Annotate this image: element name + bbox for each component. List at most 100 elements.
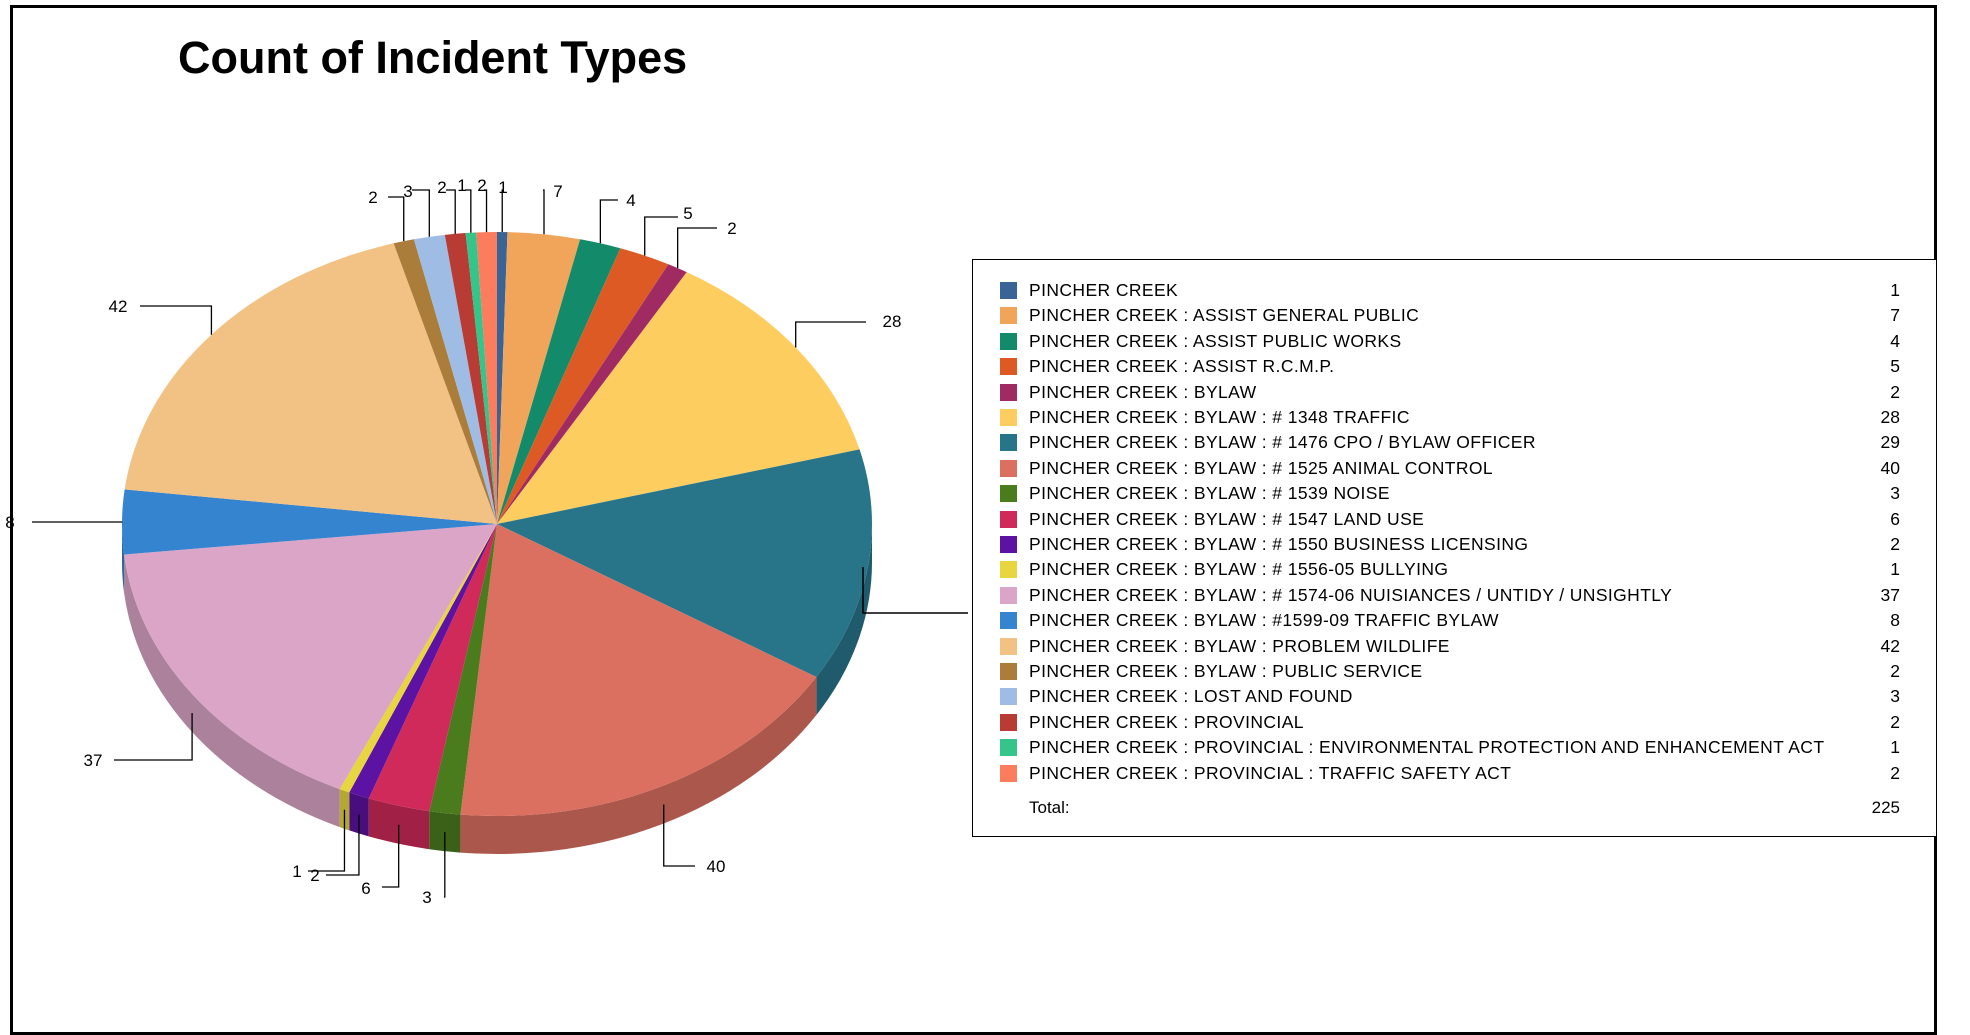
legend-item: PINCHER CREEK : ASSIST R.C.M.P. 5	[973, 354, 1936, 379]
data-label-14: 42	[109, 297, 128, 316]
legend-label: PINCHER CREEK : PROVINCIAL : ENVIRONMENT…	[1029, 735, 1824, 760]
legend-item: PINCHER CREEK : BYLAW : # 1556-05 BULLYI…	[973, 557, 1936, 582]
data-label-9: 6	[361, 879, 370, 898]
legend-swatch	[1000, 612, 1017, 629]
data-label-8: 3	[422, 888, 431, 907]
leader-line-4	[678, 228, 717, 268]
legend-value: 2	[1890, 659, 1900, 684]
legend-swatch	[1000, 333, 1017, 350]
legend-value: 7	[1890, 303, 1900, 328]
legend-item: PINCHER CREEK : BYLAW : # 1574-06 NUISIA…	[973, 583, 1936, 608]
legend-label: PINCHER CREEK : PROVINCIAL : TRAFFIC SAF…	[1029, 761, 1511, 786]
legend-swatch	[1000, 282, 1017, 299]
legend-swatch	[1000, 485, 1017, 502]
data-label-19: 2	[477, 176, 486, 195]
legend-label: PINCHER CREEK : ASSIST R.C.M.P.	[1029, 354, 1334, 379]
legend-item: PINCHER CREEK : BYLAW : # 1547 LAND USE 6	[973, 507, 1936, 532]
data-label-11: 1	[292, 862, 301, 881]
legend-value: 5	[1890, 354, 1900, 379]
legend-swatch	[1000, 536, 1017, 553]
pie-top	[122, 232, 872, 816]
legend-label: PINCHER CREEK : BYLAW : # 1525 ANIMAL CO…	[1029, 456, 1493, 481]
legend-label: PINCHER CREEK : BYLAW : # 1476 CPO / BYL…	[1029, 430, 1536, 455]
data-label-16: 3	[403, 182, 412, 201]
legend-item: PINCHER CREEK : BYLAW : # 1550 BUSINESS …	[973, 532, 1936, 557]
data-label-3: 5	[683, 204, 692, 223]
legend-item: PINCHER CREEK : LOST AND FOUND 3	[973, 684, 1936, 709]
legend-value: 2	[1890, 710, 1900, 735]
legend-swatch	[1000, 688, 1017, 705]
data-label-10: 2	[310, 866, 319, 885]
legend-value: 2	[1890, 761, 1900, 786]
data-label-7: 40	[707, 857, 726, 876]
legend-label: PINCHER CREEK : BYLAW : PROBLEM WILDLIFE	[1029, 634, 1450, 659]
legend-label: PINCHER CREEK : BYLAW : # 1539 NOISE	[1029, 481, 1390, 506]
legend-swatch	[1000, 307, 1017, 324]
leader-line-2	[600, 200, 618, 243]
legend-value: 6	[1890, 507, 1900, 532]
leader-line-3	[645, 217, 678, 256]
legend-swatch	[1000, 765, 1017, 782]
data-label-5: 28	[883, 312, 902, 331]
legend-total-value: 225	[1872, 795, 1900, 820]
legend-connector	[863, 567, 968, 613]
legend-swatch	[1000, 587, 1017, 604]
legend-value: 4	[1890, 329, 1900, 354]
legend-value: 40	[1881, 456, 1900, 481]
legend-item: PINCHER CREEK : BYLAW : PUBLIC SERVICE 2	[973, 659, 1936, 684]
legend-value: 29	[1881, 430, 1900, 455]
legend-item: PINCHER CREEK : BYLAW : PROBLEM WILDLIFE…	[973, 634, 1936, 659]
legend-item: PINCHER CREEK : BYLAW : # 1476 CPO / BYL…	[973, 430, 1936, 455]
legend-item: PINCHER CREEK 1	[973, 278, 1936, 303]
leader-line-19	[484, 190, 487, 232]
legend-value: 3	[1890, 684, 1900, 709]
legend-value: 8	[1890, 608, 1900, 633]
data-label-4: 2	[727, 219, 736, 238]
legend-swatch	[1000, 638, 1017, 655]
legend-label: PINCHER CREEK : BYLAW : # 1556-05 BULLYI…	[1029, 557, 1448, 582]
legend-swatch	[1000, 511, 1017, 528]
data-label-13: 8	[5, 513, 14, 532]
legend-item: PINCHER CREEK : ASSIST GENERAL PUBLIC 7	[973, 303, 1936, 328]
legend-swatch	[1000, 663, 1017, 680]
legend-label: PINCHER CREEK : BYLAW : # 1574-06 NUISIA…	[1029, 583, 1672, 608]
legend-label: PINCHER CREEK : BYLAW	[1029, 380, 1257, 405]
legend-label: PINCHER CREEK : BYLAW : PUBLIC SERVICE	[1029, 659, 1423, 684]
legend-swatch	[1000, 739, 1017, 756]
leader-line-1	[543, 190, 544, 234]
legend-item: PINCHER CREEK : BYLAW : # 1525 ANIMAL CO…	[973, 456, 1936, 481]
data-label-12: 37	[84, 751, 103, 770]
legend-swatch	[1000, 460, 1017, 477]
legend-value: 1	[1890, 278, 1900, 303]
leader-line-14	[140, 306, 211, 335]
legend-swatch	[1000, 561, 1017, 578]
legend-label: PINCHER CREEK : BYLAW : # 1547 LAND USE	[1029, 507, 1424, 532]
data-label-0: 1	[498, 178, 507, 197]
legend-value: 37	[1881, 583, 1900, 608]
legend-label: PINCHER CREEK : ASSIST GENERAL PUBLIC	[1029, 303, 1419, 328]
legend-value: 28	[1881, 405, 1900, 430]
legend-label: PINCHER CREEK : LOST AND FOUND	[1029, 684, 1353, 709]
leader-line-16	[412, 190, 429, 237]
leader-line-12	[114, 713, 192, 760]
legend-swatch	[1000, 714, 1017, 731]
legend-value: 1	[1890, 557, 1900, 582]
leader-line-15	[388, 197, 404, 241]
legend-label: PINCHER CREEK	[1029, 278, 1178, 303]
legend-item: PINCHER CREEK : BYLAW : #1599-09 TRAFFIC…	[973, 608, 1936, 633]
data-label-17: 2	[437, 178, 446, 197]
data-label-2: 4	[626, 191, 635, 210]
legend-label: PINCHER CREEK : ASSIST PUBLIC WORKS	[1029, 329, 1402, 354]
legend-label: PINCHER CREEK : BYLAW : #1599-09 TRAFFIC…	[1029, 608, 1499, 633]
leader-line-17	[446, 190, 455, 234]
legend-swatch	[1000, 358, 1017, 375]
legend-swatch	[1000, 434, 1017, 451]
legend-swatch	[1000, 384, 1017, 401]
legend-label: PINCHER CREEK : PROVINCIAL	[1029, 710, 1304, 735]
legend-value: 2	[1890, 532, 1900, 557]
legend-value: 1	[1890, 735, 1900, 760]
